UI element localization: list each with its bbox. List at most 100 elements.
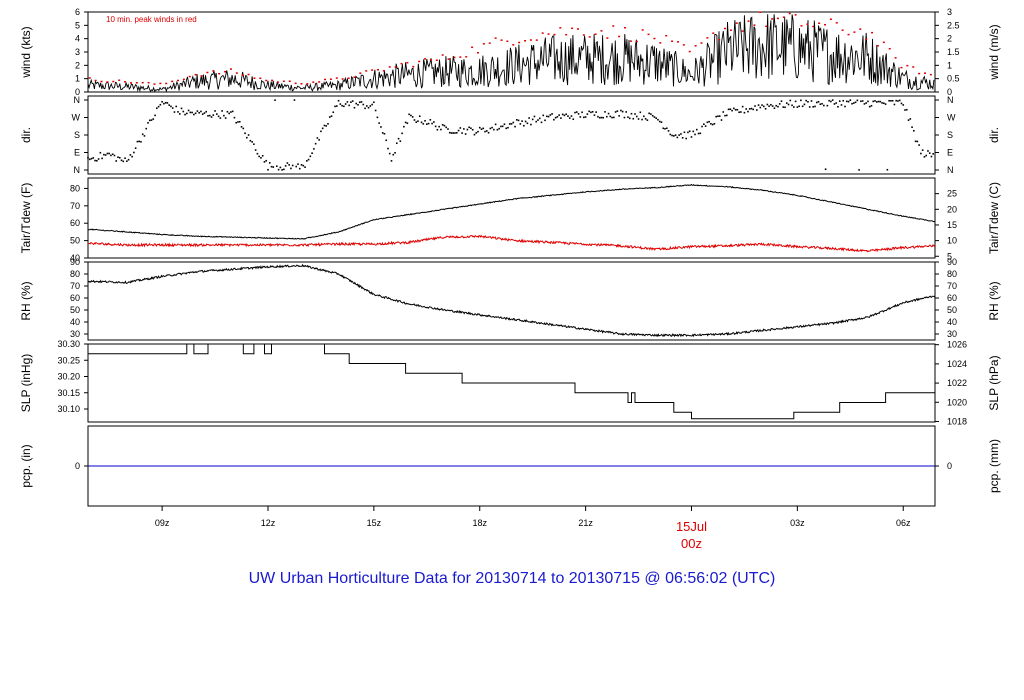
direction-point — [480, 128, 483, 131]
direction-point — [311, 152, 313, 154]
direction-point — [175, 105, 178, 108]
wind-peak-point — [518, 41, 521, 44]
direction-point — [417, 120, 419, 122]
direction-point — [648, 112, 650, 115]
direction-point — [861, 100, 864, 102]
wind-peak-point — [776, 17, 779, 20]
x-axis-tick-label: 09z — [155, 518, 170, 528]
temperature-left-tick-label: 70 — [70, 201, 80, 211]
direction-point — [849, 99, 852, 101]
direction-point — [748, 108, 751, 110]
direction-point — [115, 160, 118, 162]
direction-point — [545, 115, 548, 118]
humidity-right-tick-label: 70 — [947, 281, 957, 291]
direction-point — [267, 168, 269, 171]
direction-point — [561, 113, 564, 116]
direction-point — [503, 123, 506, 126]
direction-point — [362, 103, 365, 106]
direction-point — [399, 140, 402, 142]
wind-peak-point — [488, 42, 491, 44]
direction-point — [928, 152, 931, 154]
wind-peak-point — [324, 78, 327, 81]
direction-point — [88, 158, 91, 161]
direction-point — [383, 132, 386, 135]
direction-point — [923, 156, 926, 158]
direction-point — [542, 114, 545, 117]
direction-point — [261, 154, 264, 157]
direction-point — [821, 102, 823, 105]
direction-point — [662, 127, 665, 130]
direction-point — [314, 142, 317, 145]
wind-peak-point — [371, 69, 374, 71]
direction-point — [249, 139, 252, 142]
direction-point — [328, 116, 331, 118]
direction-point — [447, 128, 449, 130]
direction-point — [508, 123, 511, 125]
direction-point — [418, 115, 421, 118]
temperature-panel-frame — [87, 177, 936, 259]
direction-point — [226, 110, 229, 113]
direction-point — [297, 163, 299, 165]
wind-peak-point — [471, 46, 474, 49]
direction-point — [143, 135, 146, 137]
direction-point — [463, 128, 465, 130]
direction-point — [577, 113, 580, 115]
direction-point — [553, 118, 555, 121]
direction-point — [300, 163, 303, 166]
direction-point — [126, 160, 128, 162]
direction-right-tick-label: N — [947, 95, 954, 105]
direction-point — [304, 166, 306, 168]
direction-point — [388, 152, 391, 155]
direction-point — [835, 102, 837, 104]
direction-point — [99, 151, 102, 154]
wind-peak-point — [665, 34, 668, 37]
wind-peak-point — [359, 72, 362, 74]
direction-point — [930, 155, 933, 158]
wind-peak-point — [176, 79, 179, 82]
direction-point — [330, 115, 333, 117]
direction-point — [397, 137, 400, 140]
direction-point — [344, 103, 347, 105]
direction-point — [893, 103, 896, 106]
wind-peak-point — [94, 79, 97, 82]
wind-peak-point — [524, 40, 527, 42]
direction-point — [147, 122, 149, 124]
wind-peak-point — [547, 33, 550, 35]
direction-point — [200, 110, 202, 113]
direction-point — [793, 106, 795, 108]
direction-point — [890, 100, 892, 102]
direction-point — [434, 125, 437, 128]
direction-point — [584, 116, 587, 118]
direction-point — [830, 100, 832, 103]
direction-point — [498, 127, 500, 130]
direction-point — [794, 100, 797, 103]
direction-point — [614, 111, 617, 113]
precipitation-ylabel-right: pcp. (mm) — [987, 439, 1001, 493]
direction-point — [157, 105, 160, 108]
direction-point — [740, 111, 742, 113]
wind-peak-point — [335, 77, 338, 79]
wind-right-tick-label: 2 — [947, 34, 952, 44]
direction-point — [224, 117, 227, 119]
direction-point — [392, 153, 395, 156]
direction-point — [376, 116, 379, 119]
direction-point — [665, 127, 668, 130]
x-axis-date-sub-label: 00z — [681, 536, 702, 551]
wind-peak-point — [782, 16, 785, 18]
direction-point — [590, 111, 592, 114]
wind-left-tick-label: 6 — [75, 7, 80, 17]
direction-point — [208, 114, 211, 117]
wind-peak-point — [265, 79, 268, 82]
direction-point — [605, 115, 608, 118]
direction-point — [570, 115, 573, 117]
direction-point — [193, 113, 195, 116]
wind-peak-point — [618, 35, 621, 38]
direction-point — [101, 157, 103, 160]
wind-right-tick-label: 1.5 — [947, 47, 960, 57]
wind-peak-point — [535, 39, 538, 41]
direction-point — [448, 131, 451, 134]
direction-point — [283, 168, 285, 171]
pressure-right-tick-label: 1020 — [947, 397, 967, 407]
direction-point — [528, 117, 530, 119]
direction-point — [118, 156, 121, 159]
